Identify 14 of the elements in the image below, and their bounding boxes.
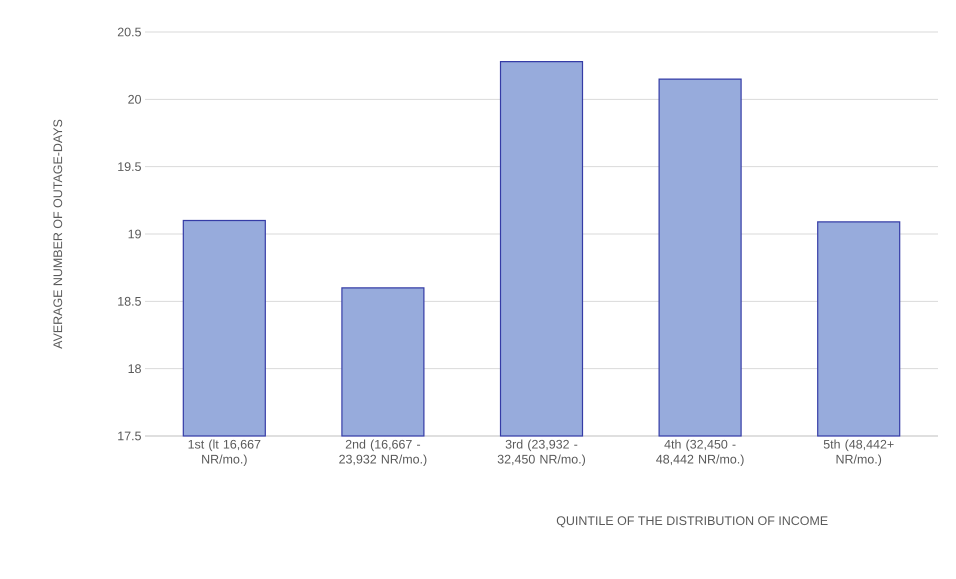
y-tick-label: 18 [128, 364, 141, 374]
x-tick-label: 4th (32,450 - 48,442 NR/mo.) [656, 439, 744, 466]
y-tick-label: 19.5 [118, 162, 141, 172]
y-axis-title: AVERAGE NUMBER OF OUTAGE-DAYS [53, 120, 62, 349]
y-tick-label: 18.5 [118, 296, 141, 306]
x-axis-title: QUINTILE OF THE DISTRIBUTION OF INCOME [556, 516, 828, 528]
y-tick-label: 19 [128, 230, 141, 238]
y-tick-label: 20 [128, 94, 141, 104]
x-tick-label: 5th (48,442+ NR/mo.) [824, 439, 894, 466]
x-tick-label: 3rd (23,932 - 32,450 NR/mo.) [498, 439, 586, 466]
y-tick-label: 17.5 [118, 432, 141, 440]
x-tick-label: 2nd (16,667 - 23,932 NR/mo.) [339, 439, 426, 466]
y-tick-label: 20.5 [118, 28, 141, 36]
x-tick-label: 1st (lt 16,667 NR/mo.) [188, 439, 260, 466]
